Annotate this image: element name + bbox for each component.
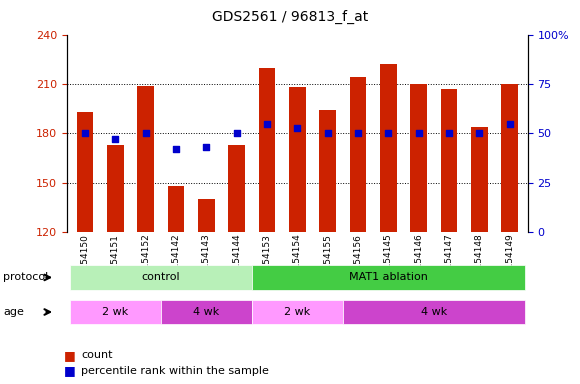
Point <box>202 144 211 151</box>
Point <box>353 131 362 137</box>
Point <box>383 131 393 137</box>
Point <box>323 131 332 137</box>
Bar <box>77 112 93 232</box>
Point <box>505 121 514 127</box>
Point <box>141 131 150 137</box>
Text: GDS2561 / 96813_f_at: GDS2561 / 96813_f_at <box>212 10 368 24</box>
Point <box>474 131 484 137</box>
Point <box>262 121 271 127</box>
Point <box>80 131 89 137</box>
Bar <box>259 68 276 232</box>
Bar <box>410 84 427 232</box>
Text: percentile rank within the sample: percentile rank within the sample <box>81 366 269 376</box>
Point <box>292 124 302 131</box>
Text: ■: ■ <box>64 349 75 362</box>
Text: age: age <box>3 307 24 317</box>
Text: MAT1 ablation: MAT1 ablation <box>349 272 427 283</box>
Point <box>111 136 120 142</box>
Point <box>232 131 241 137</box>
Bar <box>289 87 306 232</box>
Text: 2 wk: 2 wk <box>284 307 310 317</box>
Bar <box>319 110 336 232</box>
Point <box>414 131 423 137</box>
Text: count: count <box>81 350 113 360</box>
Text: control: control <box>142 272 180 283</box>
Bar <box>380 64 397 232</box>
Bar <box>107 145 124 232</box>
Text: ■: ■ <box>64 364 75 377</box>
Bar <box>350 78 366 232</box>
Bar <box>471 127 488 232</box>
Bar <box>229 145 245 232</box>
Text: 4 wk: 4 wk <box>420 307 447 317</box>
Text: 4 wk: 4 wk <box>193 307 219 317</box>
Bar <box>168 186 184 232</box>
Point <box>444 131 454 137</box>
Point <box>171 146 180 152</box>
Bar <box>198 199 215 232</box>
Bar <box>501 84 518 232</box>
Text: protocol: protocol <box>3 272 48 283</box>
Text: 2 wk: 2 wk <box>102 307 128 317</box>
Bar <box>137 86 154 232</box>
Bar <box>441 89 457 232</box>
